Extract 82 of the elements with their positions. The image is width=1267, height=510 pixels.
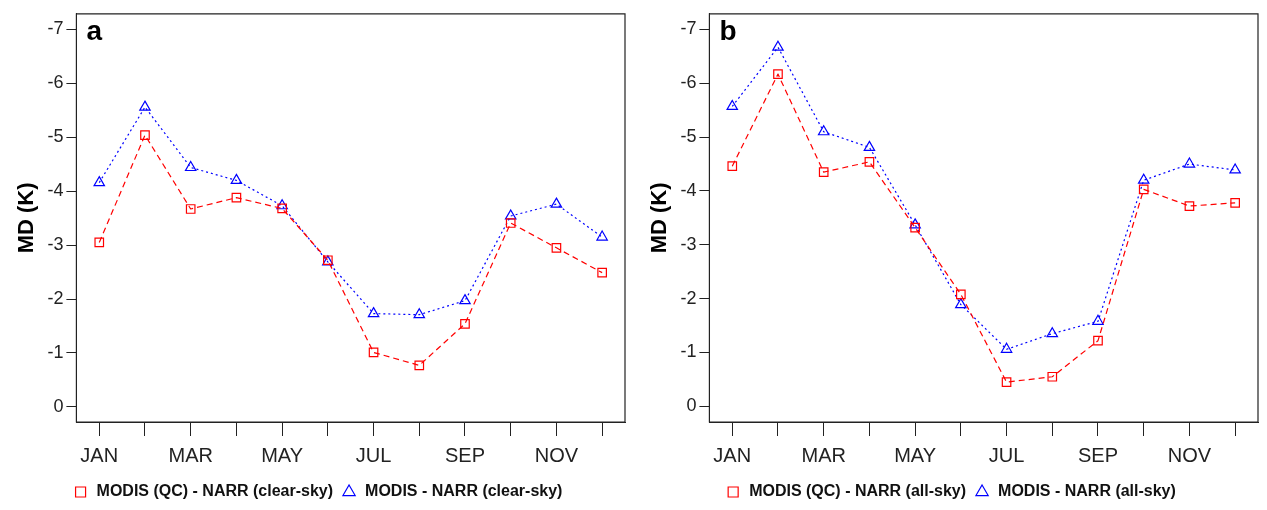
- point: [1230, 197, 1240, 208]
- point: [1093, 335, 1103, 346]
- legend-label: MODIS - NARR (clear-sky): [365, 482, 563, 500]
- point: [1183, 157, 1196, 168]
- point: [139, 100, 151, 111]
- point: [504, 209, 517, 220]
- point: [93, 175, 106, 187]
- y-tick-label: -3: [47, 234, 64, 255]
- point: [817, 125, 830, 136]
- point: [955, 298, 967, 309]
- y-tick-label: -7: [680, 18, 697, 39]
- y-axis-title: MD (K): [13, 182, 39, 254]
- y-tick-label: 0: [53, 395, 64, 416]
- point: [1229, 163, 1241, 174]
- point: [184, 160, 197, 172]
- x-tick-label: SEP: [444, 443, 486, 466]
- x-tick-label: MAY: [261, 443, 304, 466]
- chart-title: a: [86, 14, 103, 46]
- x-tick-label: MAR: [801, 443, 846, 466]
- legend-label: MODIS (QC) - NARR (clear-sky): [96, 482, 334, 500]
- point: [551, 242, 562, 253]
- x-tick-label: JUL: [355, 443, 392, 466]
- x-tick-label: JAN: [80, 443, 119, 466]
- point: [550, 197, 563, 208]
- point: [140, 130, 150, 140]
- point: [1092, 314, 1104, 325]
- x-tick-label: JUL: [988, 443, 1025, 466]
- point: [185, 204, 196, 214]
- point: [773, 69, 783, 79]
- point: [818, 167, 829, 177]
- x-tick-label: MAR: [168, 443, 213, 466]
- y-tick-label: -1: [680, 341, 697, 362]
- point: [459, 294, 471, 305]
- point: [597, 267, 607, 278]
- point: [414, 360, 425, 371]
- x-tick-label: SEP: [1077, 443, 1119, 466]
- chart-title: b: [719, 14, 737, 46]
- point: [596, 230, 608, 241]
- point: [1184, 201, 1195, 211]
- point: [863, 140, 876, 151]
- y-tick-label: 0: [686, 395, 697, 416]
- x-tick-label: JAN: [713, 443, 752, 466]
- x-tick-label: MAY: [894, 443, 937, 466]
- point: [864, 157, 875, 167]
- point: [1137, 173, 1150, 184]
- y-tick-label: -4: [47, 180, 64, 201]
- point: [1138, 184, 1149, 195]
- point: [277, 203, 287, 214]
- y-tick-label: -5: [47, 126, 64, 147]
- y-axis-title: MD (K): [646, 182, 672, 254]
- point: [726, 99, 739, 111]
- point: [727, 161, 738, 172]
- point: [772, 40, 784, 51]
- x-tick-label: NOV: [534, 443, 579, 466]
- point: [276, 199, 288, 210]
- y-tick-label: -5: [680, 126, 697, 147]
- y-tick-label: -7: [47, 18, 64, 39]
- point: [1046, 327, 1059, 338]
- point: [1047, 371, 1058, 382]
- point: [368, 347, 379, 358]
- y-tick-label: -4: [680, 179, 697, 200]
- point: [909, 218, 921, 229]
- point: [1000, 342, 1013, 353]
- legend-label: MODIS - NARR (all-sky): [998, 482, 1176, 500]
- y-tick-label: -6: [47, 72, 64, 93]
- y-tick-label: -2: [47, 288, 64, 309]
- y-tick-label: -6: [680, 72, 697, 93]
- point: [413, 308, 426, 319]
- point: [94, 237, 105, 248]
- point: [910, 222, 920, 233]
- point: [956, 289, 966, 300]
- y-tick-label: -3: [680, 233, 697, 254]
- point: [1001, 377, 1012, 387]
- legend-label: MODIS (QC) - NARR (all-sky): [749, 482, 967, 500]
- point: [230, 173, 243, 185]
- y-tick-label: -2: [680, 287, 697, 308]
- point: [231, 192, 242, 203]
- x-tick-label: NOV: [1167, 443, 1212, 466]
- point: [505, 218, 516, 228]
- point: [367, 307, 380, 318]
- y-tick-label: -1: [47, 341, 64, 362]
- point: [460, 319, 470, 329]
